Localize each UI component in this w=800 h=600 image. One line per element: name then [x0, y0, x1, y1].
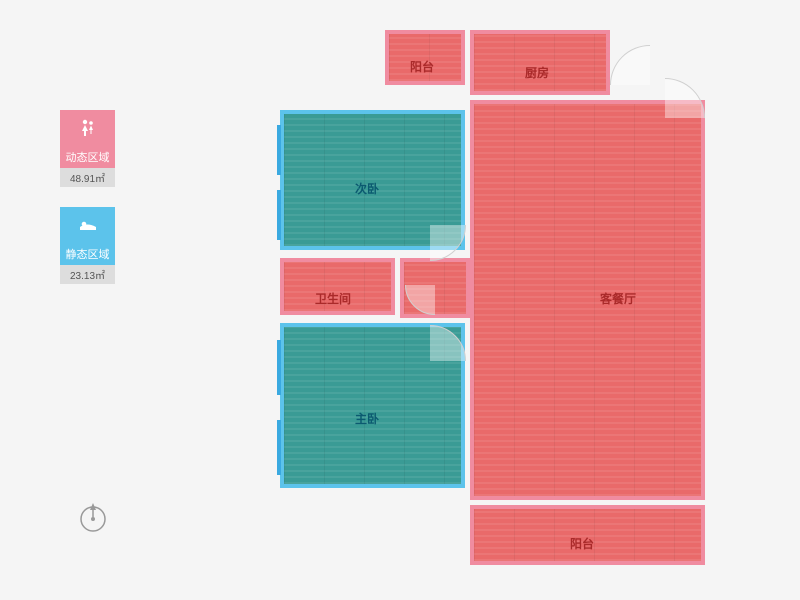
people-icon [60, 110, 115, 146]
room-living [470, 100, 705, 500]
legend-static-value: 23.13㎡ [60, 265, 115, 284]
legend: 动态区域 48.91㎡ 静态区域 23.13㎡ [60, 110, 115, 304]
legend-dynamic-label: 动态区域 [60, 146, 115, 168]
floorplan: 阳台厨房次卧卫生间主卧客餐厅阳台 [280, 30, 710, 570]
room-balcony-bot [470, 505, 705, 565]
window-mark [277, 125, 281, 175]
window-mark [277, 420, 281, 475]
window-mark [277, 340, 281, 395]
legend-static: 静态区域 23.13㎡ [60, 207, 115, 284]
room-balcony-top [385, 30, 465, 85]
bed-icon [60, 207, 115, 243]
room-bathroom [280, 258, 395, 315]
window-mark [277, 190, 281, 240]
compass-icon [78, 500, 108, 539]
legend-dynamic-value: 48.91㎡ [60, 168, 115, 187]
room-kitchen [470, 30, 610, 95]
legend-static-label: 静态区域 [60, 243, 115, 265]
legend-dynamic: 动态区域 48.91㎡ [60, 110, 115, 187]
